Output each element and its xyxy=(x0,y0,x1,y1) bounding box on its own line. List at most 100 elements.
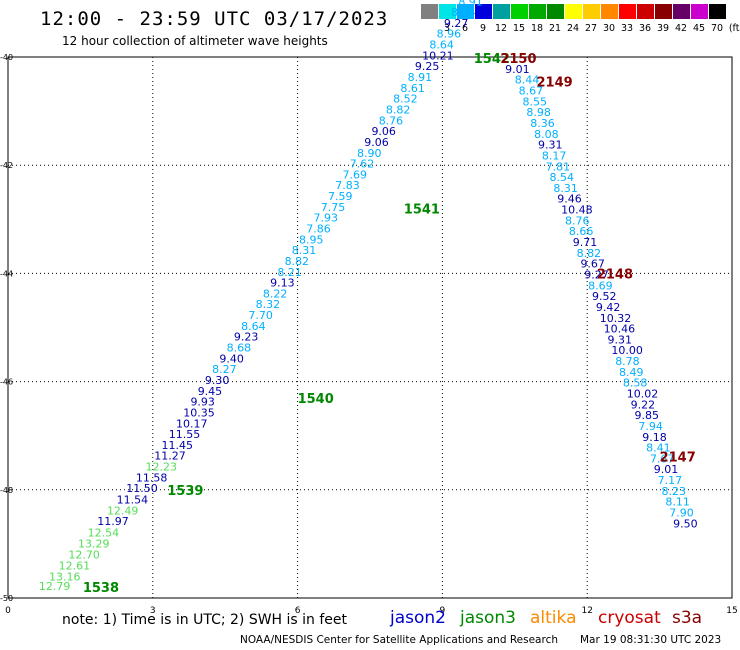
data-point-label: 7.94 xyxy=(638,420,663,433)
data-point-label: 8.96 xyxy=(437,28,462,41)
y-tick-label: -40 xyxy=(0,53,13,62)
scale-swatch xyxy=(601,4,618,19)
data-point-label: 13.29 xyxy=(78,537,110,550)
data-point-label: 7.90 xyxy=(669,507,694,520)
scale-swatch xyxy=(637,4,654,19)
timestamp: Mar 19 08:31:30 UTC 2023 xyxy=(580,634,722,646)
scale-label: 15 xyxy=(512,23,526,34)
data-point-label: 8.31 xyxy=(292,244,317,257)
y-tick-label: -48 xyxy=(0,486,13,495)
data-point-label: 12.79 xyxy=(39,580,71,593)
data-point-label: 11.45 xyxy=(161,439,193,452)
data-point-label: 9.06 xyxy=(371,125,396,138)
footer-note: note: 1) Time is in UTC; 2) SWH is in fe… xyxy=(62,612,348,628)
track-label: 1541 xyxy=(404,202,440,217)
data-point-label: 8.82 xyxy=(577,247,602,260)
data-point-label: 11.58 xyxy=(136,471,168,484)
data-point-label: 7.93 xyxy=(314,212,339,225)
data-point-label: 8.27 xyxy=(212,363,237,376)
scale-swatch xyxy=(565,4,582,19)
data-point-label: 7.70 xyxy=(248,309,272,322)
data-point-label: 8.76 xyxy=(565,214,590,227)
data-point-label: 9.18 xyxy=(642,431,667,444)
data-point-label: 8.64 xyxy=(241,320,265,333)
data-point-label: 9.25 xyxy=(415,60,440,73)
data-point-label: 8.52 xyxy=(393,93,418,106)
chart-subtitle: 12 hour collection of altimeter wave hei… xyxy=(62,34,328,48)
scale-label: 45 xyxy=(692,23,706,34)
data-point-label: 8.31 xyxy=(553,182,578,195)
scale-label: 39 xyxy=(656,23,670,34)
data-point-label: 8.95 xyxy=(299,233,324,246)
legend-cryosat: cryosat xyxy=(598,608,661,628)
scale-label: 12 xyxy=(494,23,508,34)
data-point-label: 10.46 xyxy=(604,323,636,336)
scale-label: 24 xyxy=(566,23,580,34)
data-point-label: 8.82 xyxy=(285,255,310,268)
data-point-label: 8.91 xyxy=(458,0,483,8)
data-point-label: 8.58 xyxy=(623,377,648,390)
scale-label: 42 xyxy=(674,23,688,34)
data-point-label: 10.48 xyxy=(561,204,593,217)
data-point-label: 11.97 xyxy=(97,515,129,528)
data-point-label: 10.02 xyxy=(627,388,659,401)
data-point-label: 10.21 xyxy=(422,49,454,62)
scale-label: 30 xyxy=(602,23,616,34)
track-label: 1539 xyxy=(167,484,203,499)
data-point-label: 8.44 xyxy=(515,74,540,87)
legend-altika: altika xyxy=(530,608,577,628)
y-tick-label: -44 xyxy=(0,269,13,278)
data-point-label: 8.61 xyxy=(400,82,425,95)
data-point-label: 8.82 xyxy=(386,103,411,116)
legend-jason3: jason3 xyxy=(460,608,516,628)
data-point-label: 7.62 xyxy=(350,158,375,171)
data-point-label: 8.41 xyxy=(646,442,671,455)
track-label: 1542 xyxy=(474,52,510,67)
data-point-label: 7.67 xyxy=(650,452,675,465)
data-point-label: 8.54 xyxy=(550,171,575,184)
data-point-label: 7.81 xyxy=(546,160,571,173)
data-point-label: 8.67 xyxy=(519,85,544,98)
scale-unit: (ft) xyxy=(728,23,740,34)
scale-swatch xyxy=(529,4,546,19)
scale-label: 33 xyxy=(620,23,634,34)
data-point-label: 9.52 xyxy=(592,290,617,303)
scale-label: 70 xyxy=(710,23,724,34)
data-point-label: 8.21 xyxy=(277,266,302,279)
scale-label: 27 xyxy=(584,23,598,34)
data-point-label: 11.50 xyxy=(126,482,157,495)
data-point-label: 12.54 xyxy=(88,527,120,540)
data-point-label: 9.27 xyxy=(584,268,609,281)
data-point-label: 7.17 xyxy=(658,474,683,487)
scale-label: 21 xyxy=(548,23,562,34)
chart-title: 12:00 - 23:59 UTC 03/17/2023 xyxy=(40,8,389,30)
track-label: 2147 xyxy=(660,450,696,465)
data-point-label: 11.55 xyxy=(169,428,201,441)
x-tick-label: 12 xyxy=(581,606,592,616)
data-point-label: 9.71 xyxy=(573,236,598,249)
track-label: 1540 xyxy=(298,392,334,407)
data-point-label: 9.22 xyxy=(631,398,656,411)
data-point-label: 8.08 xyxy=(534,128,559,141)
data-point-label: 8.64 xyxy=(451,6,476,19)
data-point-label: 8.55 xyxy=(523,95,548,108)
scale-swatch xyxy=(547,4,564,19)
data-point-label: 10.35 xyxy=(183,406,215,419)
track-label: 1538 xyxy=(83,581,119,596)
data-point-label: 9.27 xyxy=(444,17,469,30)
data-point-label: 11.54 xyxy=(117,494,149,507)
data-point-label: 12.49 xyxy=(107,504,138,517)
data-point-label: 7.69 xyxy=(342,168,367,181)
y-tick-label: -46 xyxy=(0,378,13,387)
data-point-label: 9.31 xyxy=(538,139,563,152)
data-point-label: 9.31 xyxy=(607,333,632,346)
data-point-label: 8.76 xyxy=(379,114,404,127)
y-tick-label: -50 xyxy=(0,594,13,603)
data-point-label: 9.67 xyxy=(580,258,605,271)
data-point-label: 8.90 xyxy=(357,147,382,160)
data-point-label: 9.13 xyxy=(270,277,295,290)
scale-label: 18 xyxy=(530,23,544,34)
data-point-label: 7.86 xyxy=(306,222,331,235)
legend-jason2: jason2 xyxy=(390,608,446,628)
